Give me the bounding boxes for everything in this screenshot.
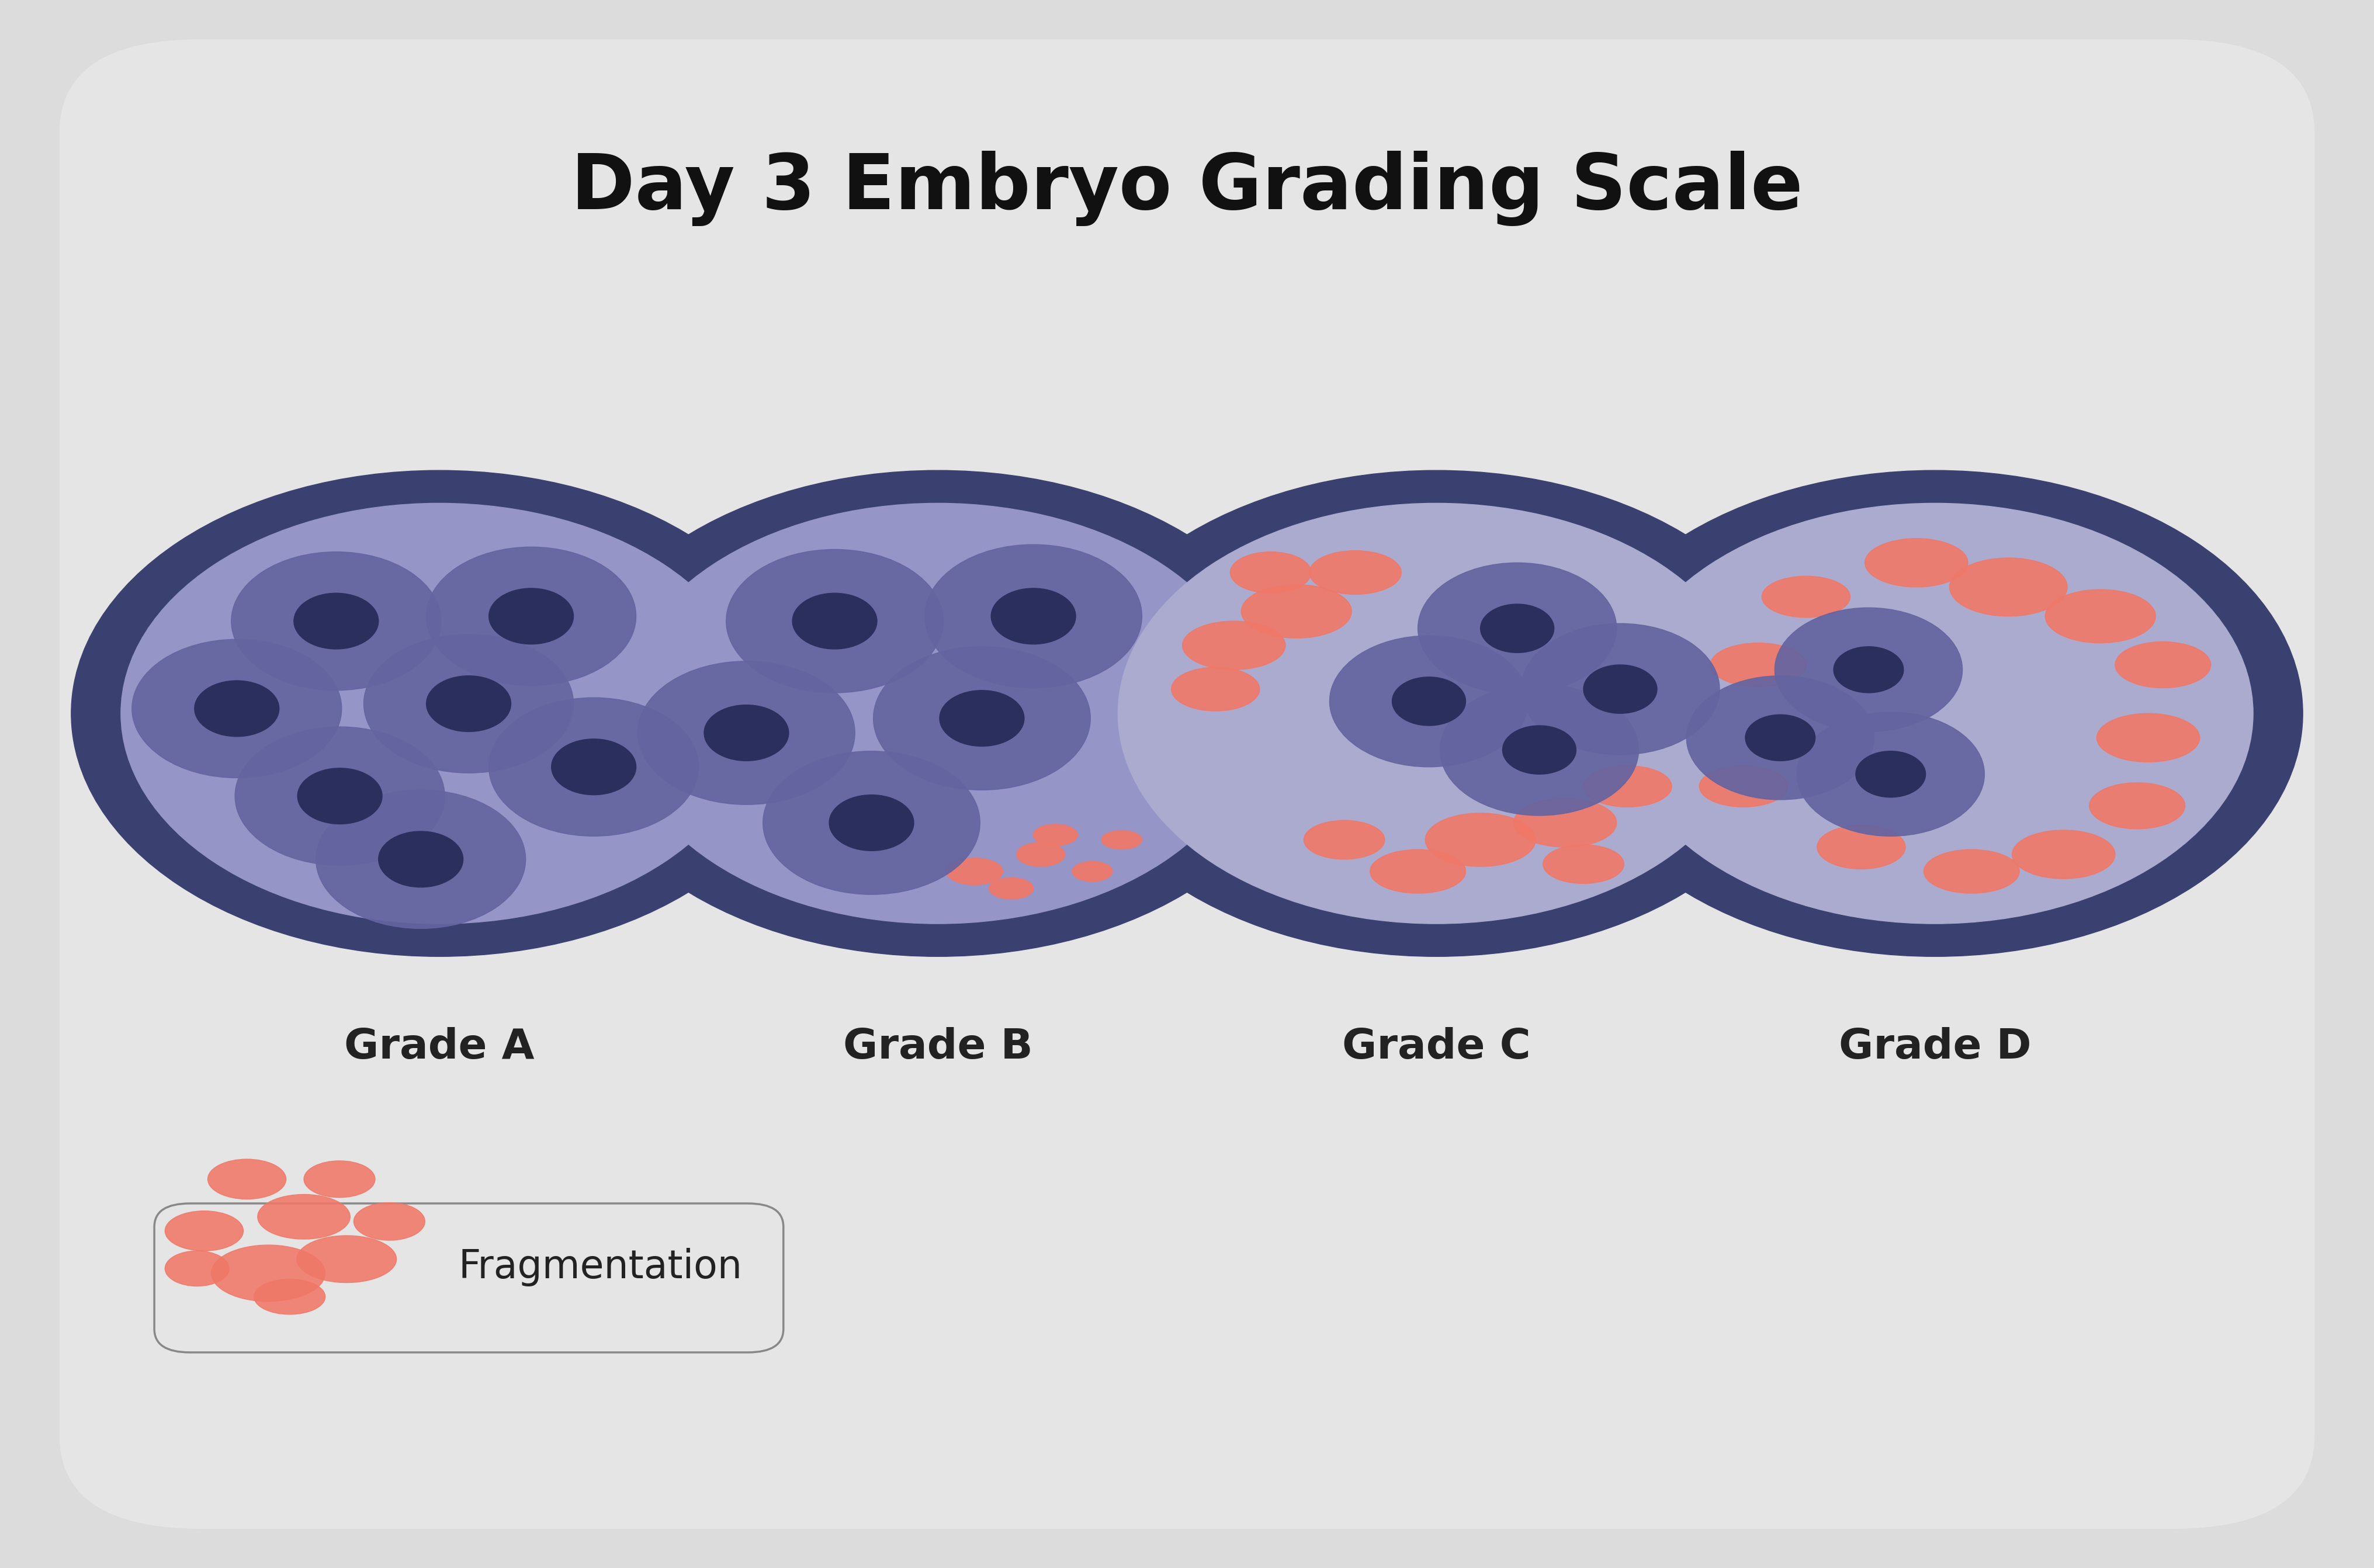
Circle shape xyxy=(294,593,377,649)
Circle shape xyxy=(1833,646,1904,693)
Circle shape xyxy=(1686,676,1873,800)
Circle shape xyxy=(1583,665,1657,713)
Circle shape xyxy=(570,470,1306,956)
Ellipse shape xyxy=(990,878,1033,898)
Circle shape xyxy=(990,588,1075,644)
Ellipse shape xyxy=(1700,765,1788,808)
Ellipse shape xyxy=(166,1210,245,1251)
Circle shape xyxy=(1776,608,1963,732)
Ellipse shape xyxy=(2115,641,2210,688)
Circle shape xyxy=(489,698,698,836)
Circle shape xyxy=(1068,470,1804,956)
Ellipse shape xyxy=(2096,713,2201,762)
Circle shape xyxy=(1329,635,1529,767)
Ellipse shape xyxy=(1866,538,1968,586)
Ellipse shape xyxy=(1709,643,1807,687)
Circle shape xyxy=(133,640,342,778)
Ellipse shape xyxy=(2044,590,2156,643)
Ellipse shape xyxy=(1923,850,2020,894)
Ellipse shape xyxy=(166,1251,228,1286)
Circle shape xyxy=(1391,677,1465,726)
FancyBboxPatch shape xyxy=(154,1204,783,1352)
Ellipse shape xyxy=(947,858,1002,884)
Ellipse shape xyxy=(1073,861,1113,881)
Circle shape xyxy=(427,547,636,685)
Circle shape xyxy=(235,728,444,866)
Circle shape xyxy=(639,662,855,804)
Circle shape xyxy=(762,751,980,894)
Ellipse shape xyxy=(1949,558,2068,616)
Circle shape xyxy=(793,593,876,649)
Circle shape xyxy=(195,681,280,737)
Ellipse shape xyxy=(1016,842,1066,867)
Circle shape xyxy=(705,706,788,760)
Circle shape xyxy=(121,503,757,924)
Circle shape xyxy=(1118,503,1754,924)
Circle shape xyxy=(1417,563,1617,695)
Text: Grade C: Grade C xyxy=(1341,1027,1531,1068)
Circle shape xyxy=(829,795,914,851)
Circle shape xyxy=(1441,684,1638,815)
Ellipse shape xyxy=(1242,585,1351,638)
Circle shape xyxy=(363,635,575,773)
Circle shape xyxy=(1522,624,1719,754)
Text: Day 3 Embryo Grading Scale: Day 3 Embryo Grading Scale xyxy=(572,151,1802,226)
Circle shape xyxy=(230,552,442,690)
Circle shape xyxy=(297,768,382,825)
Ellipse shape xyxy=(1033,825,1078,845)
Ellipse shape xyxy=(1303,820,1384,859)
Ellipse shape xyxy=(259,1195,351,1239)
Ellipse shape xyxy=(1816,825,1906,869)
Ellipse shape xyxy=(1170,668,1261,710)
Ellipse shape xyxy=(1230,552,1310,593)
Ellipse shape xyxy=(254,1279,325,1314)
Circle shape xyxy=(1797,712,1985,836)
Circle shape xyxy=(940,690,1023,746)
Circle shape xyxy=(316,790,525,928)
Text: Fragmentation: Fragmentation xyxy=(458,1248,743,1286)
Ellipse shape xyxy=(209,1159,287,1200)
Circle shape xyxy=(726,549,942,693)
Circle shape xyxy=(926,544,1142,688)
Circle shape xyxy=(1567,470,2303,956)
Ellipse shape xyxy=(1762,575,1849,618)
Circle shape xyxy=(1617,503,2253,924)
Circle shape xyxy=(1503,726,1576,775)
Ellipse shape xyxy=(2013,829,2115,878)
Text: Grade D: Grade D xyxy=(1837,1027,2032,1068)
Ellipse shape xyxy=(1424,814,1536,867)
Ellipse shape xyxy=(1182,621,1284,670)
Ellipse shape xyxy=(1102,831,1142,850)
Circle shape xyxy=(551,739,636,795)
Circle shape xyxy=(1745,715,1816,760)
Ellipse shape xyxy=(1543,845,1624,884)
Circle shape xyxy=(71,470,807,956)
FancyBboxPatch shape xyxy=(59,39,2315,1529)
Ellipse shape xyxy=(1515,798,1617,847)
Ellipse shape xyxy=(211,1245,325,1301)
Ellipse shape xyxy=(2089,782,2184,829)
Circle shape xyxy=(874,646,1090,790)
Circle shape xyxy=(1856,751,1925,797)
Circle shape xyxy=(427,676,510,732)
Text: Grade B: Grade B xyxy=(843,1027,1033,1068)
Circle shape xyxy=(1481,604,1555,652)
Ellipse shape xyxy=(354,1203,425,1240)
Ellipse shape xyxy=(1583,765,1671,808)
Circle shape xyxy=(620,503,1256,924)
Circle shape xyxy=(377,831,463,887)
Text: Grade A: Grade A xyxy=(344,1027,534,1068)
Ellipse shape xyxy=(1310,550,1401,594)
Ellipse shape xyxy=(1370,850,1465,894)
Ellipse shape xyxy=(297,1236,396,1283)
Circle shape xyxy=(489,588,575,644)
Ellipse shape xyxy=(304,1160,375,1198)
